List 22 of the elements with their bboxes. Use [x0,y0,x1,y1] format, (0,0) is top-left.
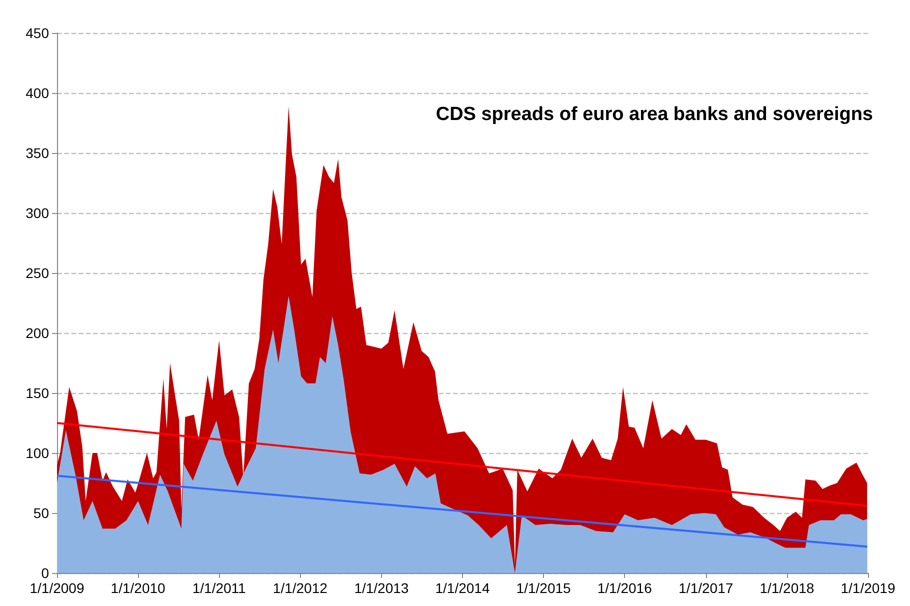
y-tick-label: 50 [33,505,50,521]
x-tick-label: 1/1/2015 [516,580,572,596]
x-tick-label: 1/1/2014 [435,580,490,596]
y-tick-label: 100 [26,445,50,461]
y-tick-label: 300 [26,205,50,221]
y-tick-label: 450 [26,25,50,41]
x-tick-label: 1/1/2012 [272,580,328,596]
text: CDS spreads of euro area banks and sovereigns [436,104,874,125]
y-tick-label: 200 [26,325,50,341]
x-tick-label: 1/1/2016 [597,580,652,596]
y-tick-label: 150 [26,385,50,401]
x-tick-label: 1/1/2019 [840,580,896,596]
y-tick-label: 350 [26,145,50,161]
x-tick-label: 1/1/2010 [110,580,166,596]
x-tick-label: 1/1/2013 [354,580,409,596]
x-tick-label: 1/1/2009 [30,580,84,596]
x-tick-label: 1/1/2018 [760,580,814,596]
y-tick-label: 400 [26,85,50,101]
x-tick-label: 1/1/2011 [192,580,246,596]
y-tick-label: 0 [41,565,50,581]
y-tick-label: 250 [26,265,50,281]
x-tick-label: 1/1/2017 [678,580,734,596]
